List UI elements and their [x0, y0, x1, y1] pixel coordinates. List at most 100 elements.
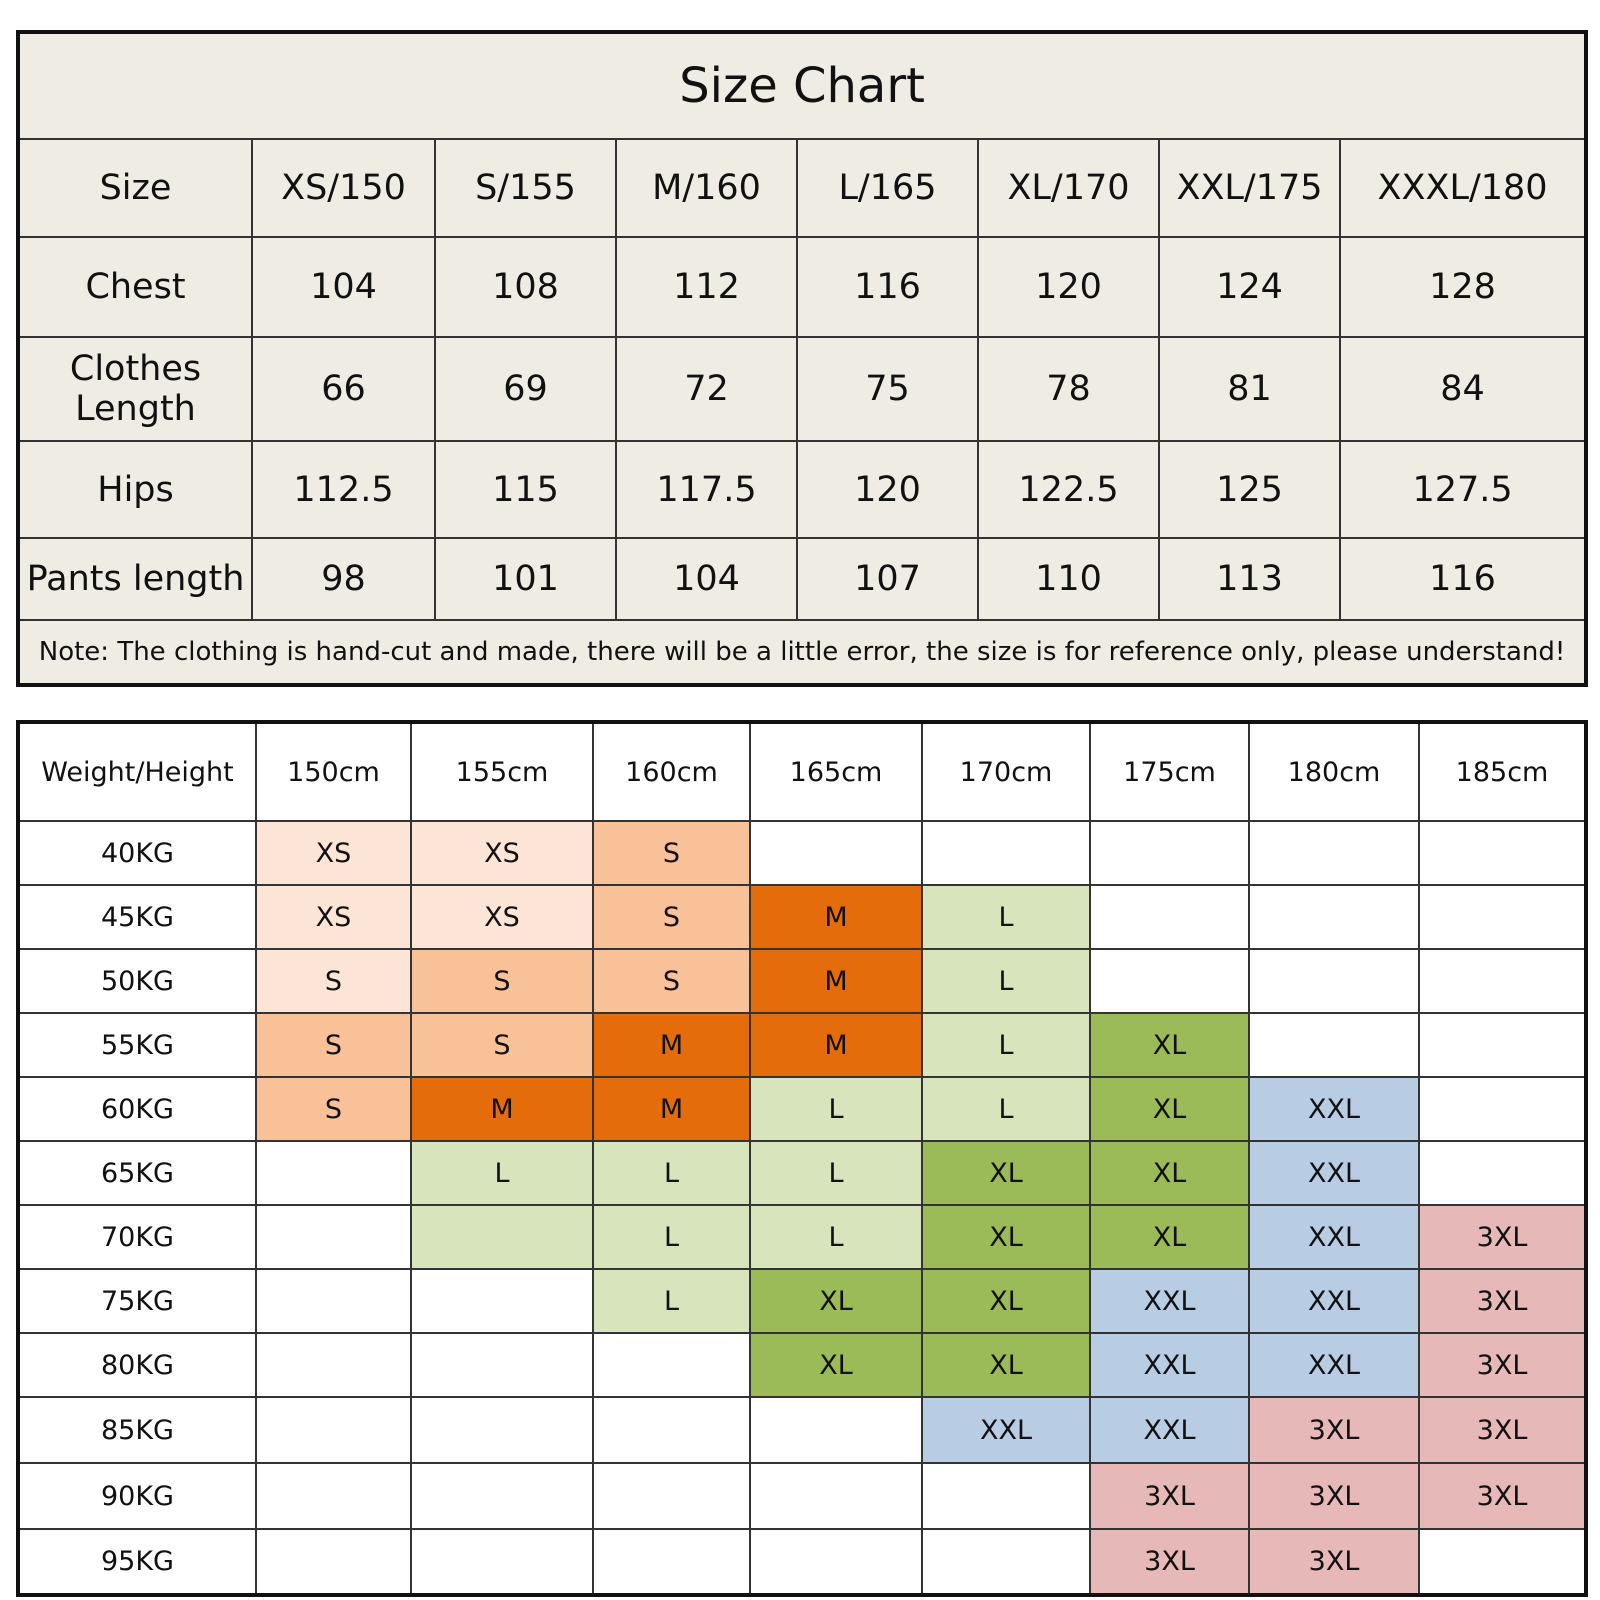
- measure-value: 107: [796, 537, 979, 621]
- size-cell: M: [592, 1076, 751, 1142]
- size-cell: L: [749, 1076, 923, 1142]
- size-cell: XXL: [1248, 1268, 1420, 1334]
- size-cell: [749, 1396, 923, 1464]
- measure-value: 108: [434, 236, 617, 338]
- size-cell: XL: [749, 1332, 923, 1398]
- size-cell: [1418, 1528, 1587, 1596]
- measure-value: 116: [796, 236, 979, 338]
- measure-value: 128: [1338, 236, 1588, 338]
- size-cell: [1418, 1012, 1587, 1078]
- row-label: 55KG: [17, 1012, 257, 1078]
- weight-row: 60KG S M M L L XL XXL: [17, 1076, 1587, 1142]
- fit-table: Weight/Height 150cm 155cm 160cm 165cm 170cm 17…: [16, 720, 1588, 1597]
- size-cell: S: [255, 1012, 412, 1078]
- header-row: Size XS/150 S/155 M/160 L/165 XL/170 XXL/175 XX…: [17, 138, 1588, 238]
- row-label: 70KG: [17, 1204, 257, 1270]
- size-cell: L: [749, 1140, 923, 1206]
- size-cell: L: [749, 1204, 923, 1270]
- size-cell: [1418, 884, 1587, 950]
- size-cell: [255, 1528, 412, 1596]
- size-cell: [410, 1204, 594, 1270]
- size-header: XL/170: [977, 138, 1160, 238]
- size-cell: [592, 1462, 751, 1530]
- size-cell: XS: [410, 884, 594, 950]
- size-cell: L: [410, 1140, 594, 1206]
- weight-row: 95KG 3XL 3XL: [17, 1528, 1587, 1596]
- size-cell: 3XL: [1418, 1462, 1587, 1530]
- size-cell: 3XL: [1089, 1462, 1250, 1530]
- measure-row: Pants length 98 101 104 107 110 113 116: [17, 537, 1588, 621]
- row-label: Size: [17, 138, 253, 238]
- height-header: 185cm: [1418, 721, 1587, 822]
- size-cell: 3XL: [1418, 1332, 1587, 1398]
- measure-value: 120: [977, 236, 1160, 338]
- size-cell: [592, 1332, 751, 1398]
- row-label: 90KG: [17, 1462, 257, 1530]
- measure-value: 120: [796, 440, 979, 539]
- size-cell: [410, 1332, 594, 1398]
- size-cell: [921, 820, 1091, 886]
- size-cell: L: [921, 1012, 1091, 1078]
- row-label: Hips: [17, 440, 253, 539]
- size-cell: [749, 1528, 923, 1596]
- weight-row: 85KG XXL XXL 3XL 3XL: [17, 1396, 1587, 1464]
- size-cell: [255, 1268, 412, 1334]
- size-cell: 3XL: [1418, 1268, 1587, 1334]
- header-row: Weight/Height 150cm 155cm 160cm 165cm 170cm 17…: [17, 721, 1587, 822]
- measure-value: 117.5: [615, 440, 798, 539]
- size-cell: XS: [255, 820, 412, 886]
- chart-title: Size Chart: [16, 31, 1588, 140]
- weight-row: 90KG 3XL 3XL 3XL: [17, 1462, 1587, 1530]
- size-header: S/155: [434, 138, 617, 238]
- size-cell: [921, 1528, 1091, 1596]
- measure-value: 112: [615, 236, 798, 338]
- size-cell: S: [410, 948, 594, 1014]
- height-header: 175cm: [1089, 721, 1250, 822]
- size-cell: [921, 1462, 1091, 1530]
- size-cell: [255, 1332, 412, 1398]
- size-cell: XXL: [921, 1396, 1091, 1464]
- size-cell: XS: [255, 884, 412, 950]
- size-cell: XL: [921, 1204, 1091, 1270]
- measure-value: 98: [251, 537, 436, 621]
- size-cell: [255, 1396, 412, 1464]
- row-label: Weight/Height: [17, 721, 257, 822]
- row-label: 45KG: [17, 884, 257, 950]
- size-cell: S: [592, 820, 751, 886]
- size-cell: S: [592, 948, 751, 1014]
- size-cell: XL: [921, 1332, 1091, 1398]
- size-cell: [1418, 1140, 1587, 1206]
- size-cell: L: [921, 948, 1091, 1014]
- measure-value: 69: [434, 336, 617, 442]
- row-label: 95KG: [17, 1528, 257, 1596]
- row-label: 65KG: [17, 1140, 257, 1206]
- size-cell: [1418, 948, 1587, 1014]
- measure-value: 72: [615, 336, 798, 442]
- size-cell: [749, 1462, 923, 1530]
- size-cell: XL: [1089, 1140, 1250, 1206]
- measure-value: 125: [1158, 440, 1341, 539]
- size-cell: [1418, 1076, 1587, 1142]
- size-cell: XXL: [1248, 1076, 1420, 1142]
- weight-row: 40KG XS XS S: [17, 820, 1587, 886]
- measure-value: 78: [977, 336, 1160, 442]
- size-cell: [1418, 820, 1587, 886]
- size-cell: M: [410, 1076, 594, 1142]
- size-cell: XL: [1089, 1204, 1250, 1270]
- size-cell: 3XL: [1248, 1396, 1420, 1464]
- size-cell: XXL: [1089, 1332, 1250, 1398]
- size-cell: [592, 1528, 751, 1596]
- measure-value: 115: [434, 440, 617, 539]
- measure-value: 124: [1158, 236, 1341, 338]
- size-cell: [592, 1396, 751, 1464]
- size-cell: [1089, 820, 1250, 886]
- size-cell: XL: [1089, 1076, 1250, 1142]
- size-cell: L: [592, 1140, 751, 1206]
- size-cell: XXL: [1248, 1204, 1420, 1270]
- measure-value: 113: [1158, 537, 1341, 621]
- measure-value: 122.5: [977, 440, 1160, 539]
- row-label: Clothes Length: [17, 336, 253, 442]
- measure-row: Clothes Length 66 69 72 75 78 81 84: [17, 336, 1588, 442]
- size-cell: [410, 1528, 594, 1596]
- size-cell: XL: [921, 1268, 1091, 1334]
